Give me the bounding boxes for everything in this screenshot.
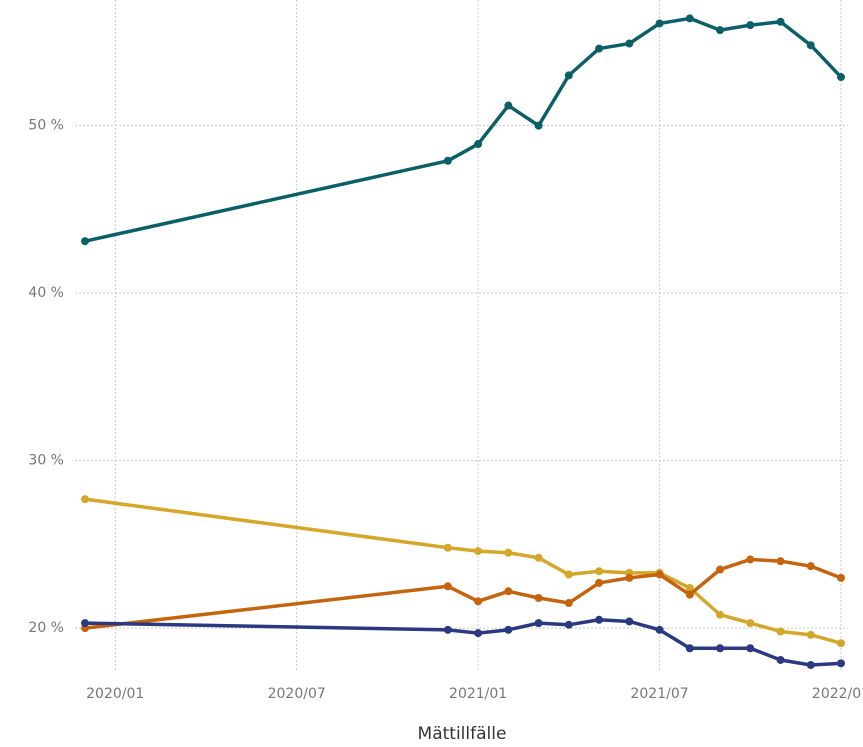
data-point	[564, 599, 573, 608]
x-axis-title: Mättillfälle	[418, 724, 507, 744]
data-point	[746, 644, 755, 653]
data-point	[806, 660, 815, 669]
data-point	[474, 547, 483, 556]
y-tick-label: 30 %	[28, 453, 64, 469]
data-point	[81, 495, 89, 504]
data-point	[534, 553, 543, 562]
data-point	[81, 237, 89, 246]
y-tick-label: 20 %	[28, 620, 64, 636]
x-tick-label: 2020/07	[268, 686, 326, 702]
data-point	[806, 41, 815, 50]
data-point	[564, 620, 573, 629]
x-tick-label: 2021/01	[449, 686, 507, 702]
data-point	[474, 597, 483, 606]
data-point	[837, 639, 845, 648]
data-point	[716, 644, 725, 653]
data-point	[716, 610, 725, 619]
data-point	[655, 625, 664, 634]
data-point	[655, 570, 664, 579]
data-point	[504, 587, 513, 596]
data-point	[685, 14, 694, 23]
x-tick-label: 2020/01	[86, 686, 144, 702]
y-tick-label: 50 %	[28, 118, 64, 134]
data-point	[685, 583, 694, 592]
data-point	[534, 121, 543, 130]
data-point	[806, 630, 815, 639]
y-tick-label: 40 %	[28, 285, 64, 301]
data-point	[81, 619, 89, 628]
data-point	[837, 73, 845, 82]
x-tick-label: 2021/07	[630, 686, 688, 702]
data-point	[443, 582, 452, 591]
data-point	[564, 71, 573, 80]
data-point	[534, 619, 543, 628]
data-point	[595, 578, 604, 587]
data-point	[443, 625, 452, 634]
data-point	[625, 617, 634, 626]
data-point	[443, 543, 452, 552]
data-point	[746, 555, 755, 564]
data-point	[837, 573, 845, 582]
data-point	[776, 627, 785, 636]
data-point	[625, 573, 634, 582]
data-point	[837, 659, 845, 668]
data-point	[746, 619, 755, 628]
data-point	[595, 44, 604, 53]
data-point	[474, 629, 483, 638]
data-point	[776, 557, 785, 566]
series-line	[84, 16, 843, 243]
data-point	[504, 548, 513, 557]
data-point	[595, 615, 604, 624]
data-point	[776, 655, 785, 664]
data-point	[685, 590, 694, 599]
data-point	[655, 19, 664, 28]
x-tick-label: 2022/01	[812, 686, 863, 702]
data-point	[595, 567, 604, 576]
data-point	[443, 156, 452, 165]
data-point	[564, 570, 573, 579]
data-point	[716, 565, 725, 574]
data-point	[716, 26, 725, 35]
data-point	[504, 625, 513, 634]
data-point	[534, 593, 543, 602]
data-point	[625, 39, 634, 48]
data-point	[806, 562, 815, 571]
series-line	[84, 497, 842, 645]
data-point	[746, 21, 755, 30]
data-point	[474, 140, 483, 149]
series-line	[84, 618, 842, 667]
data-point	[504, 101, 513, 110]
data-point	[776, 17, 785, 26]
data-point	[685, 644, 694, 653]
